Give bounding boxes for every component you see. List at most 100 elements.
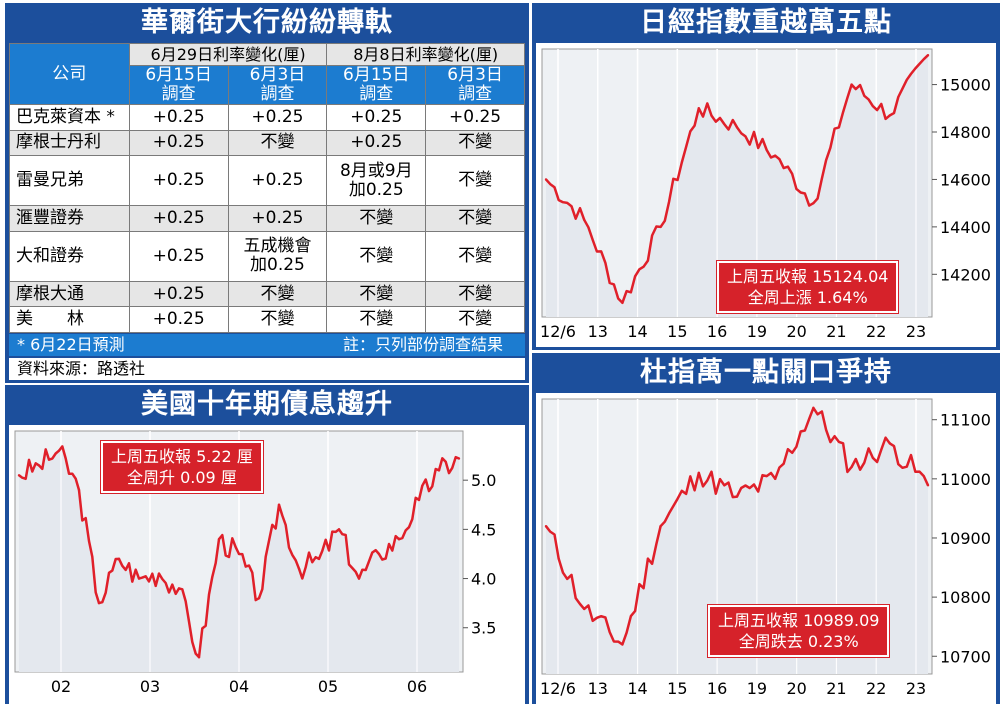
data-point	[697, 471, 700, 475]
company-name: 摩根大通	[9, 280, 130, 308]
data-point	[926, 53, 930, 57]
data-point	[197, 656, 201, 659]
rate-cell: +0.25	[326, 104, 427, 131]
y-tick-label: 10700	[940, 647, 991, 666]
survey-header-1: 6月3日 調查	[227, 65, 328, 105]
x-tick-label: 22	[866, 679, 886, 698]
nikkei-callout-close: 上周五收報 15124.04	[727, 267, 889, 286]
rate-cell: 8月或9月 加0.25	[326, 155, 427, 207]
x-tick-label: 21	[826, 322, 846, 341]
x-tick-label: 15	[667, 322, 687, 341]
table-row: 巴克萊資本 * +0.25 +0.25 +0.25 +0.25	[9, 104, 525, 131]
x-tick-label: 20	[786, 679, 806, 698]
rate-cell: 不變	[425, 129, 525, 157]
data-point	[157, 572, 161, 575]
company-name: 雷曼兄弟	[9, 155, 130, 207]
company-name: 巴克萊資本 *	[9, 104, 130, 131]
y-tick-label: 3.5	[471, 619, 496, 638]
dow-panel: 杜指萬一點關口爭持 12/6 13 14 15 16 19 20 21 22 23 10700 108…	[532, 353, 1000, 704]
data-point	[17, 474, 21, 477]
x-tick-label: 02	[51, 677, 71, 696]
x-tick-label: 23	[906, 679, 926, 698]
data-point	[735, 126, 739, 129]
y-tick-label: 10800	[940, 588, 991, 607]
data-point	[850, 83, 853, 86]
rate-cell: +0.25	[326, 129, 427, 157]
y-tick-label: 4.5	[471, 520, 496, 539]
x-tick-label: 03	[140, 677, 160, 696]
data-point	[77, 488, 81, 492]
rate-cell: +0.25	[128, 230, 229, 282]
data-point	[297, 567, 301, 570]
company-name: 大和證券	[9, 230, 130, 282]
rate-cell: +0.25	[227, 155, 328, 207]
bond-chart: 02 03 04 05 06 3.5 4.0 4.5 5.0	[14, 430, 496, 696]
x-tick-label: 05	[318, 677, 338, 696]
x-tick-label: 23	[906, 322, 926, 341]
rate-cell: +0.25	[128, 155, 229, 207]
x-tick-label: 14	[627, 322, 647, 341]
data-point	[888, 442, 891, 445]
data-point	[97, 601, 101, 605]
nikkei-callout: 上周五收報 15124.04 全周上漲 1.64%	[715, 260, 900, 314]
data-point	[697, 107, 700, 110]
x-tick-label: 15	[667, 679, 687, 698]
x-tick-label: 12/6	[540, 322, 576, 341]
data-point	[774, 154, 777, 157]
table-row: 美 林 +0.25 不變 不變 不變	[9, 306, 525, 333]
data-point	[137, 577, 141, 580]
rate-cell: 不變	[425, 230, 525, 282]
data-point	[117, 557, 121, 561]
footnote-left: * 6月22日預測	[17, 335, 125, 354]
data-point	[812, 201, 815, 205]
y-tick-label: 11100	[940, 411, 991, 430]
data-point	[397, 538, 401, 541]
x-tick-label: 13	[588, 322, 608, 341]
dow-chart: 12/6 13 14 15 16 19 20 21 22 23 10700 10800 10900 110…	[540, 398, 991, 698]
data-point	[774, 477, 777, 481]
data-point	[377, 552, 381, 556]
x-tick-label: 16	[707, 679, 727, 698]
x-tick-label: 19	[747, 322, 767, 341]
data-point	[257, 597, 261, 600]
rates-table-title: 華爾街大行紛紛轉軚	[141, 7, 393, 38]
data-source: 資料來源：路透社	[9, 358, 525, 380]
data-point	[177, 587, 181, 590]
survey-header-0: 6月15日 調查	[128, 65, 229, 105]
y-tick-label: 14200	[940, 265, 991, 284]
table-row: 雷曼兄弟 +0.25 +0.25 8月或9月 加0.25 不變	[9, 155, 525, 207]
rate-cell: +0.25	[128, 205, 229, 232]
x-tick-label: 16	[707, 322, 727, 341]
table-row: 摩根士丹利 +0.25 不變 +0.25 不變	[9, 129, 525, 157]
bond-callout-close: 上周五收報 5.22 厘	[111, 447, 253, 466]
dow-callout-change: 全周跌去 0.23%	[738, 632, 859, 651]
data-point	[621, 643, 624, 646]
rates-table-panel: 華爾街大行紛紛轉軚 公司 6月29日利率變化(厘) 8月8日利率變化(厘) 6月…	[5, 3, 529, 383]
group-header-aug8: 8月8日利率變化(厘)	[326, 43, 525, 66]
rate-cell: +0.25	[128, 104, 229, 131]
data-point	[317, 557, 321, 561]
y-tick-label: 14400	[940, 218, 991, 237]
rate-cell: +0.25	[128, 280, 229, 308]
rate-cell: +0.25	[227, 104, 328, 131]
x-tick-label: 12/6	[540, 679, 576, 698]
rate-cell: 不變	[227, 280, 328, 308]
bond-title: 美國十年期債息趨升	[141, 389, 393, 420]
data-point	[437, 469, 441, 472]
y-tick-label: 4.0	[471, 570, 496, 589]
data-point	[417, 498, 421, 502]
data-point	[357, 577, 361, 580]
bond-chart-area: 02 03 04 05 06 3.5 4.0 4.5 5.0	[9, 425, 525, 704]
table-row: 摩根大通 +0.25 不變 不變 不變	[9, 280, 525, 308]
data-point	[621, 301, 624, 304]
y-tick-label: 5.0	[471, 471, 496, 490]
x-tick-label: 19	[747, 679, 767, 698]
x-tick-label: 20	[786, 322, 806, 341]
data-point	[659, 225, 662, 229]
rate-cell: 不變	[227, 129, 328, 157]
rate-cell: +0.25	[128, 306, 229, 333]
dow-title: 杜指萬一點關口爭持	[640, 357, 892, 388]
company-name: 摩根士丹利	[9, 129, 130, 157]
data-point	[217, 538, 221, 541]
dow-callout-close: 上周五收報 10989.09	[718, 611, 880, 630]
